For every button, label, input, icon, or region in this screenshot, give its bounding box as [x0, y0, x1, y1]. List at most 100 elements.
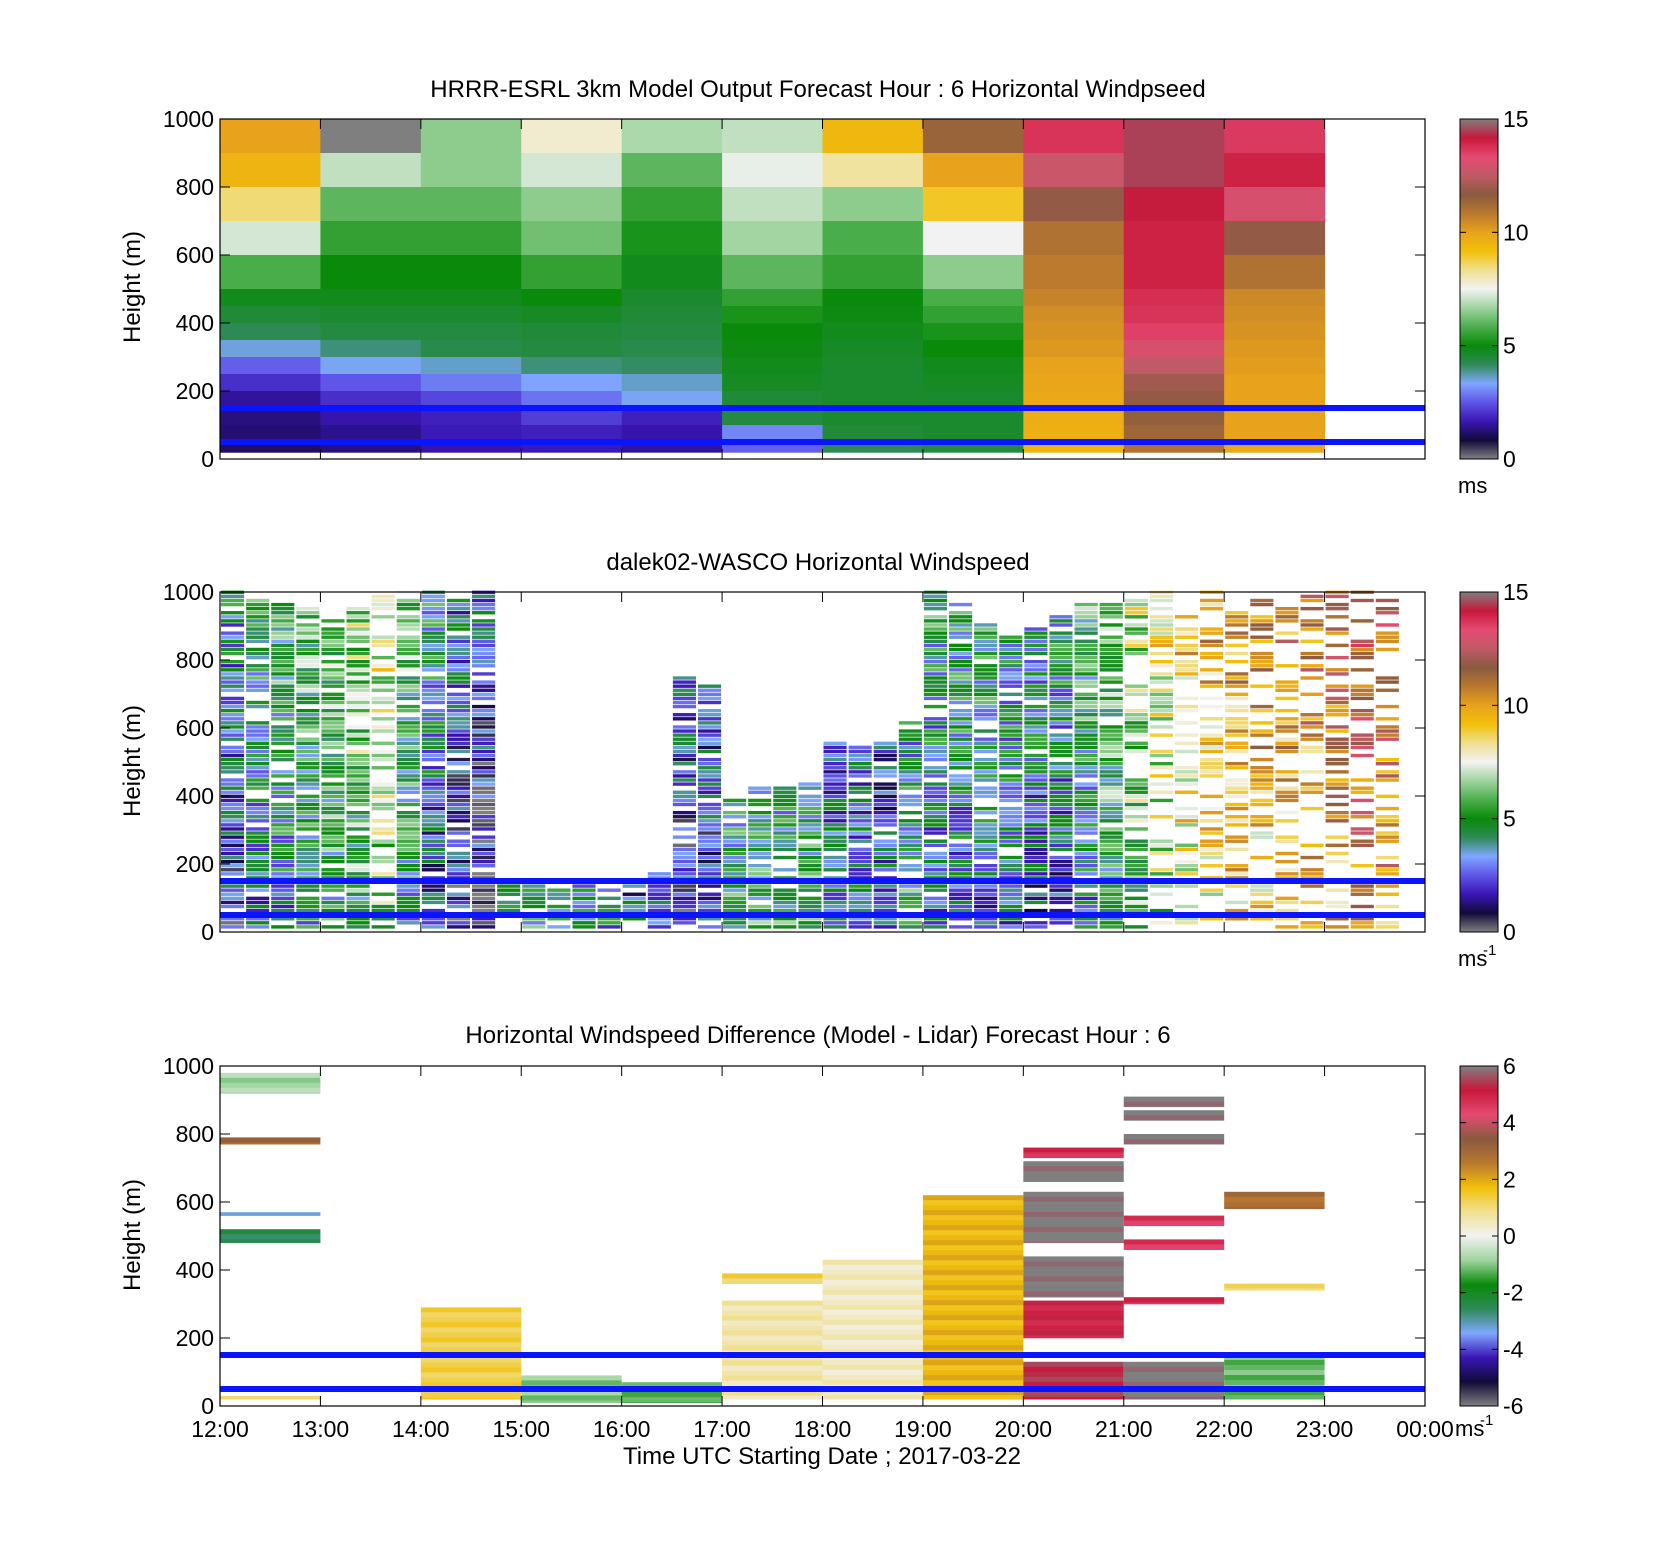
difference-cell	[1123, 1110, 1225, 1116]
lidar-cell	[1024, 798, 1048, 803]
lidar-cell	[321, 900, 345, 905]
lidar-cell	[1350, 598, 1374, 603]
lidar-cell	[873, 876, 897, 880]
lidar-cell	[723, 917, 747, 921]
lidar-cell	[1275, 851, 1299, 856]
colorbar-tick-label: 5	[1503, 806, 1516, 832]
lidar-cell	[371, 790, 395, 794]
lidar-cell	[396, 868, 420, 872]
lidar-cell	[296, 647, 320, 652]
lidar-cell	[1174, 749, 1199, 754]
lidar-cell	[1024, 708, 1048, 713]
difference-cell	[822, 1319, 923, 1326]
lidar-cell	[999, 766, 1023, 770]
lidar-cell	[1074, 839, 1098, 843]
difference-cell	[722, 1395, 823, 1400]
lidar-cell	[472, 643, 496, 648]
lidar-cell	[296, 802, 320, 807]
lidar-cell	[974, 843, 998, 847]
lidar-cell	[1325, 737, 1349, 741]
lidar-cell	[1225, 692, 1249, 697]
lidar-cell	[1149, 851, 1173, 856]
lidar-cell	[1024, 766, 1048, 770]
x-tick-label: 14:00	[392, 1416, 450, 1442]
lidar-cell	[923, 831, 948, 835]
lidar-cell	[446, 806, 471, 811]
lidar-cell	[672, 908, 696, 913]
lidar-cell	[647, 876, 671, 880]
lidar-cell	[221, 798, 245, 803]
lidar-cell	[898, 896, 922, 901]
lidar-cell	[346, 859, 370, 864]
difference-cell	[420, 1322, 522, 1328]
x-axis-label: Time UTC Starting Date ; 2017-03-22	[623, 1443, 1021, 1470]
lidar-cell	[1124, 688, 1148, 692]
lidar-cell	[321, 713, 345, 717]
lidar-cell	[296, 684, 320, 688]
heatmap-cell	[722, 425, 823, 443]
lidar-cell	[1300, 786, 1324, 790]
lidar-cell	[798, 851, 822, 856]
lidar-cell	[748, 908, 772, 913]
lidar-cell	[271, 884, 295, 888]
colorbar-tick-label: 4	[1503, 1110, 1516, 1136]
lidar-cell	[246, 647, 270, 652]
lidar-cell	[421, 611, 445, 615]
lidar-cell	[271, 688, 295, 692]
lidar-cell	[296, 921, 320, 925]
lidar-cell	[1124, 708, 1148, 713]
lidar-cell	[221, 594, 245, 599]
lidar-cell	[697, 745, 722, 750]
lidar-cell	[371, 892, 395, 896]
lidar-cell	[246, 864, 270, 868]
lidar-cell	[823, 843, 847, 847]
lidar-cell	[296, 745, 320, 750]
lidar-cell	[271, 782, 295, 786]
difference-cell	[722, 1315, 823, 1321]
lidar-cell	[974, 786, 998, 790]
lidar-cell	[949, 876, 973, 880]
lidar-cell	[371, 766, 395, 770]
lidar-cell	[1250, 615, 1274, 619]
lidar-cell	[472, 627, 496, 631]
lidar-cell	[1099, 831, 1123, 835]
lidar-cell	[697, 908, 722, 913]
lidar-cell	[672, 835, 696, 839]
lidar-cell	[1024, 774, 1048, 778]
lidar-cell	[271, 660, 295, 664]
lidar-cell	[371, 786, 395, 790]
lidar-cell	[371, 700, 395, 705]
lidar-cell	[823, 798, 847, 803]
lidar-cell	[923, 651, 948, 656]
lidar-cell	[472, 815, 496, 819]
lidar-cell	[1099, 647, 1123, 652]
lidar-cell	[371, 684, 395, 688]
lidar-cell	[396, 737, 420, 741]
lidar-cell	[497, 892, 521, 896]
lidar-cell	[1275, 684, 1299, 688]
heatmap-cell	[320, 374, 422, 392]
lidar-cell	[221, 823, 245, 827]
lidar-cell	[1225, 680, 1249, 684]
lidar-cell	[1124, 631, 1148, 635]
lidar-cell	[1149, 790, 1173, 794]
lidar-cell	[1149, 782, 1173, 786]
lidar-cell	[1024, 851, 1048, 856]
lidar-cell	[1099, 729, 1123, 733]
lidar-cell	[346, 635, 370, 639]
y-axis-label: Height (m)	[119, 231, 146, 343]
lidar-cell	[672, 851, 696, 856]
lidar-cell	[1225, 733, 1249, 737]
lidar-cell	[1375, 725, 1399, 729]
lidar-cell	[321, 647, 345, 652]
y-axis-label: Height (m)	[119, 705, 146, 817]
lidar-cell	[446, 921, 471, 925]
lidar-cell	[923, 872, 948, 876]
lidar-cell	[848, 786, 872, 790]
lidar-cell	[748, 868, 772, 872]
lidar-cell	[1099, 696, 1123, 701]
lidar-cell	[472, 872, 496, 876]
heatmap-cell	[822, 289, 924, 307]
